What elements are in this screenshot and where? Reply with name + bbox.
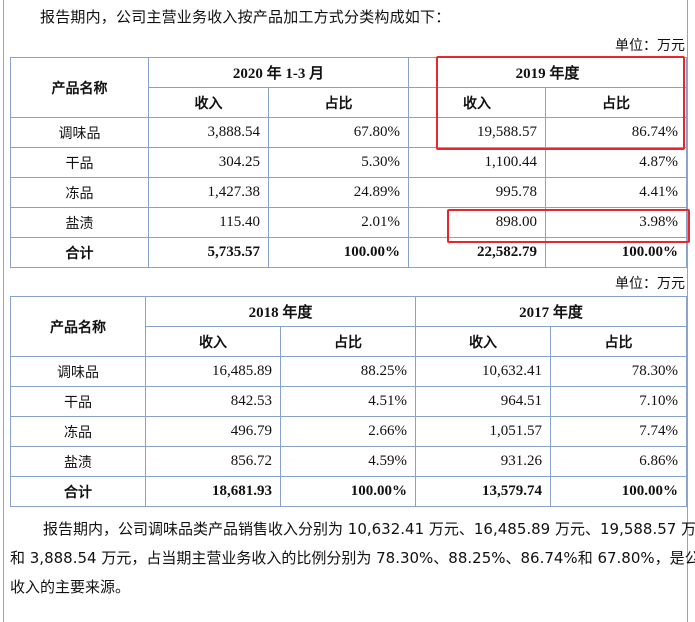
product-name: 调味品 [10, 117, 149, 148]
table-row: 盐渍 856.72 4.59% 931.26 6.86% [10, 446, 688, 477]
share-cell: 88.25% [279, 356, 417, 387]
product-name: 调味品 [10, 356, 146, 387]
revenue-cell: 5,735.57 [148, 237, 269, 268]
summary-line: 收入的主要来源。 [10, 578, 131, 596]
revenue-cell: 964.51 [415, 386, 552, 417]
table-row: 调味品 16,485.89 88.25% 10,632.41 78.30% [10, 356, 688, 387]
share-cell: 24.89% [268, 177, 409, 208]
share-cell: 67.80% [268, 117, 409, 148]
revenue-cell: 22,582.79 [408, 237, 546, 268]
share-cell: 100.00% [279, 476, 417, 507]
share-header: 占比 [279, 326, 417, 357]
share-cell: 2.66% [279, 416, 417, 447]
total-row: 合计 5,735.57 100.00% 22,582.79 100.00% [10, 237, 688, 268]
share-cell: 4.41% [544, 177, 688, 208]
share-cell: 3.98% [544, 207, 688, 238]
table-row: 冻品 496.79 2.66% 1,051.57 7.74% [10, 416, 688, 447]
period-header: 2018 年度 [144, 296, 417, 327]
revenue-cell: 19,588.57 [408, 117, 546, 148]
intro-paragraph: 报告期内，公司主营业务收入按产品加工方式分类构成如下： [40, 8, 451, 26]
revenue-cell: 13,579.74 [415, 476, 552, 507]
revenue-cell: 496.79 [145, 416, 281, 447]
table-row: 调味品 3,888.54 67.80% 19,588.57 86.74% [10, 117, 688, 148]
page-border-right [687, 0, 688, 622]
page-border-left [3, 0, 4, 622]
product-name: 盐渍 [10, 446, 146, 477]
product-name: 干品 [10, 386, 146, 417]
revenue-table-2018-2017: 产品名称 2018 年度 2017 年度 收入 占比 收入 占比 调味品 16,… [10, 296, 688, 507]
period-header: 2019 年度 [407, 57, 688, 88]
table-row: 干品 304.25 5.30% 1,100.44 4.87% [10, 147, 688, 178]
share-cell: 100.00% [550, 476, 688, 507]
share-cell: 7.74% [550, 416, 688, 447]
table-row: 冻品 1,427.38 24.89% 995.78 4.41% [10, 177, 688, 208]
share-cell: 78.30% [550, 356, 688, 387]
share-cell: 86.74% [544, 117, 688, 148]
product-name-header: 产品名称 [10, 296, 146, 357]
summary-paragraph: 报告期内，公司调味品类产品销售收入分别为 10,632.41 万元、16,485… [10, 515, 695, 602]
revenue-cell: 1,427.38 [148, 177, 269, 208]
revenue-cell: 842.53 [145, 386, 281, 417]
revenue-cell: 995.78 [408, 177, 546, 208]
revenue-cell: 18,681.93 [145, 476, 281, 507]
table-row: 干品 842.53 4.51% 964.51 7.10% [10, 386, 688, 417]
product-name: 干品 [10, 147, 149, 178]
product-name: 盐渍 [10, 207, 149, 238]
revenue-cell: 856.72 [145, 446, 281, 477]
share-cell: 100.00% [544, 237, 688, 268]
revenue-table-2020-2019: 产品名称 2020 年 1-3 月 2019 年度 收入 占比 收入 占比 调味… [10, 57, 688, 268]
revenue-cell: 10,632.41 [415, 356, 552, 387]
revenue-cell: 3,888.54 [148, 117, 269, 148]
summary-line: 和 3,888.54 万元，占当期主营业务收入的比例分别为 78.30%、88.… [10, 549, 695, 567]
share-cell: 2.01% [268, 207, 409, 238]
revenue-header: 收入 [415, 326, 552, 357]
share-cell: 7.10% [550, 386, 688, 417]
product-name: 冻品 [10, 177, 149, 208]
revenue-cell: 115.40 [148, 207, 269, 238]
unit-label: 单位：万元 [615, 38, 685, 54]
unit-label: 单位：万元 [615, 276, 685, 292]
share-header: 占比 [544, 87, 688, 118]
revenue-cell: 16,485.89 [145, 356, 281, 387]
product-name: 合计 [10, 237, 149, 268]
product-name-header: 产品名称 [10, 57, 149, 118]
share-header: 占比 [268, 87, 409, 118]
share-cell: 4.51% [279, 386, 417, 417]
share-header: 占比 [550, 326, 688, 357]
total-row: 合计 18,681.93 100.00% 13,579.74 100.00% [10, 476, 688, 507]
revenue-header: 收入 [148, 87, 269, 118]
summary-line: 报告期内，公司调味品类产品销售收入分别为 10,632.41 万元、16,485… [43, 520, 695, 538]
share-cell: 4.87% [544, 147, 688, 178]
revenue-cell: 1,100.44 [408, 147, 546, 178]
share-cell: 4.59% [279, 446, 417, 477]
revenue-cell: 304.25 [148, 147, 269, 178]
share-cell: 6.86% [550, 446, 688, 477]
revenue-cell: 898.00 [408, 207, 546, 238]
share-cell: 5.30% [268, 147, 409, 178]
revenue-header: 收入 [408, 87, 546, 118]
share-cell: 100.00% [268, 237, 409, 268]
revenue-header: 收入 [145, 326, 281, 357]
revenue-cell: 931.26 [415, 446, 552, 477]
period-header: 2017 年度 [415, 296, 688, 327]
product-name: 冻品 [10, 416, 146, 447]
product-name: 合计 [10, 476, 146, 507]
period-header: 2020 年 1-3 月 [148, 57, 409, 88]
revenue-cell: 1,051.57 [415, 416, 552, 447]
table-row: 盐渍 115.40 2.01% 898.00 3.98% [10, 207, 688, 238]
